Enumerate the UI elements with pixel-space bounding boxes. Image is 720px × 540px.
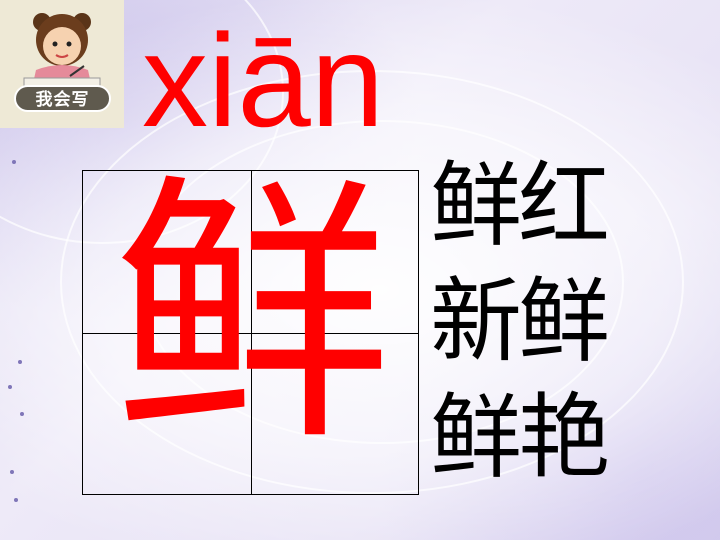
background-swirl [140,120,624,444]
target-character: 鲜 [112,152,392,478]
sparkle [20,412,24,416]
badge-label: 我会写 [14,85,111,112]
writing-badge: 我会写 [0,0,124,128]
sparkle [18,360,22,364]
word-list: 鲜红 新鲜 鲜艳 [430,148,630,496]
sparkle [12,160,16,164]
word-item: 鲜艳 [430,384,610,491]
sparkle [14,498,18,502]
background-swirl [60,70,684,494]
girl-writing-illustration [23,13,101,88]
word-item: 新鲜 [430,268,610,375]
sparkle [10,470,14,474]
word-item: 鲜红 [430,152,610,259]
writing-grid [82,170,419,495]
pinyin-text: xiān [142,7,385,154]
sparkle [8,385,12,389]
grid-vertical-line [251,171,252,494]
grid-horizontal-line [83,333,418,334]
